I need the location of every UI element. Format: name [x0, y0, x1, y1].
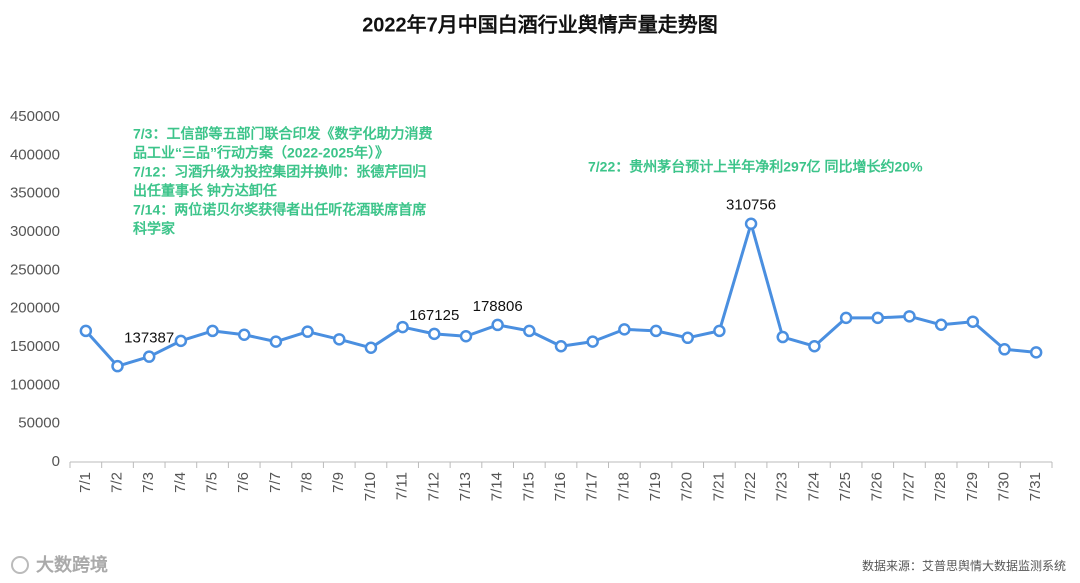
x-tick-label: 7/28 [932, 472, 949, 501]
data-label: 137387 [124, 330, 174, 347]
point [649, 324, 663, 338]
x-tick-label: 7/4 [172, 472, 189, 493]
point [523, 324, 536, 338]
y-tick-label: 100000 [10, 376, 60, 393]
point [364, 341, 378, 355]
y-tick-label: 50000 [18, 415, 60, 432]
point [934, 318, 948, 332]
x-tick-label: 7/18 [615, 472, 632, 501]
point [174, 334, 188, 348]
x-tick-label: 7/5 [204, 472, 221, 493]
x-tick-label: 7/20 [679, 472, 696, 501]
point [142, 350, 156, 363]
data-label: 310756 [726, 197, 776, 214]
source: 数据来源：艾普思舆情大数据监测系统 [862, 558, 1066, 573]
y-tick-label: 400000 [10, 146, 60, 163]
x-tick-label: 7/12 [425, 472, 442, 501]
point [966, 315, 980, 328]
x-tick-label: 7/26 [869, 472, 886, 501]
x-tick-label: 7/17 [584, 472, 601, 501]
annotation: 科学家 [133, 221, 176, 237]
point [903, 310, 916, 323]
point [428, 327, 441, 341]
point [333, 333, 346, 346]
data-label: 178806 [473, 298, 523, 315]
x-tick-label: 7/15 [520, 472, 537, 501]
x-tick-label: 7/1 [77, 472, 94, 493]
x-tick-label: 7/31 [1027, 472, 1044, 501]
annotation: 出任董事长 钟方达卸任 [133, 183, 277, 199]
y-tick-label: 150000 [10, 338, 60, 355]
x-tick-label: 7/21 [710, 472, 727, 501]
point [111, 359, 124, 373]
x-tick-label: 7/13 [457, 472, 474, 501]
x-tick-label: 7/7 [267, 472, 284, 493]
logo-icon [11, 556, 29, 574]
point [808, 339, 821, 353]
annotation: 7/22：贵州茅台预计上半年净利297亿 同比增长约20% [588, 159, 923, 175]
point [998, 343, 1011, 356]
annotation: 7/12：习酒升级为投控集团并换帅：张德芹回归 [133, 164, 426, 180]
x-tick-label: 7/24 [805, 472, 822, 501]
point [776, 330, 789, 344]
data-label: 167125 [409, 307, 459, 324]
point [554, 339, 568, 353]
logo: 大数跨境 [36, 554, 108, 575]
point [744, 217, 758, 231]
annotation: 7/3：工信部等五部门联合印发《数字化助力消费 [133, 126, 432, 142]
x-tick-label: 7/27 [900, 472, 917, 501]
point [839, 311, 853, 325]
x-tick-label: 7/16 [552, 472, 569, 501]
point [713, 324, 726, 338]
point [206, 324, 219, 338]
y-tick-label: 450000 [10, 108, 60, 125]
x-tick-label: 7/14 [489, 472, 506, 501]
point [618, 323, 631, 336]
x-tick-label: 7/25 [837, 472, 854, 501]
point [681, 331, 694, 345]
y-tick-label: 200000 [10, 300, 60, 317]
point [459, 330, 473, 343]
point [1029, 346, 1043, 359]
point [491, 318, 504, 332]
x-tick-label: 7/10 [362, 472, 379, 501]
x-tick-label: 7/2 [108, 472, 125, 493]
x-tick-label: 7/11 [394, 472, 411, 500]
x-tick-label: 7/8 [299, 472, 316, 493]
x-tick-label: 7/30 [995, 472, 1012, 501]
annotation: 品工业“三品”行动方案（2022-2025年）》 [133, 145, 389, 161]
point [301, 325, 314, 338]
y-tick-label: 300000 [10, 223, 60, 240]
point [396, 320, 409, 334]
point [269, 335, 283, 348]
y-tick-label: 350000 [10, 185, 60, 202]
y-tick-label: 250000 [10, 261, 60, 278]
annotation: 7/14：两位诺贝尔奖获得者出任听花酒联席首席 [133, 202, 426, 218]
x-tick-label: 7/9 [330, 472, 347, 493]
chart-title: 2022年7月中国白酒行业舆情声量走势图 [362, 12, 718, 36]
point [586, 335, 599, 348]
x-tick-label: 7/6 [235, 472, 252, 493]
x-tick-label: 7/22 [742, 472, 759, 501]
x-tick-label: 7/29 [964, 472, 981, 501]
x-tick-label: 7/19 [647, 472, 664, 501]
point [871, 311, 885, 325]
y-tick-label: 0 [52, 453, 60, 470]
point [79, 324, 93, 338]
x-tick-label: 7/3 [140, 472, 157, 493]
point [237, 328, 251, 341]
x-tick-label: 7/23 [774, 472, 791, 501]
